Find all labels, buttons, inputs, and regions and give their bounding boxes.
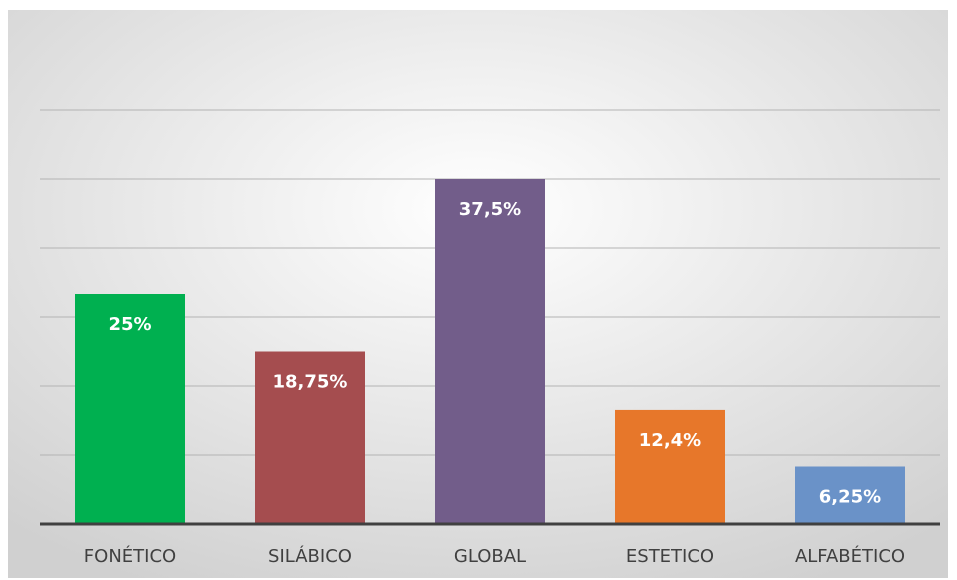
category-label: FONÉTICO <box>84 545 176 567</box>
bar <box>255 351 365 524</box>
category-label: SILÁBICO <box>268 545 352 567</box>
data-labels: 25% 18,75% 37,5% 12,4% 6,25% <box>108 199 881 508</box>
category-labels: FONÉTICO SILÁBICO GLOBAL ESTETICO ALFABÉTICO <box>84 545 905 567</box>
data-label: 6,25% <box>819 487 881 508</box>
bars <box>75 179 905 524</box>
bar <box>615 409 725 524</box>
category-label: GLOBAL <box>454 546 526 567</box>
chart-area: 25% 18,75% 37,5% 12,4% 6,25% FONÉTICO SILÁBIC… <box>8 10 948 578</box>
data-label: 18,75% <box>273 372 348 393</box>
bar <box>75 294 185 524</box>
data-label: 37,5% <box>459 199 521 220</box>
category-label: ALFABÉTICO <box>795 545 905 567</box>
data-label: 25% <box>108 314 151 335</box>
data-label: 12,4% <box>639 430 701 451</box>
bar <box>795 466 905 524</box>
bar-chart: 25% 18,75% 37,5% 12,4% 6,25% FONÉTICO SILÁBIC… <box>8 10 948 578</box>
category-label: ESTETICO <box>626 546 714 567</box>
bar <box>435 179 545 524</box>
